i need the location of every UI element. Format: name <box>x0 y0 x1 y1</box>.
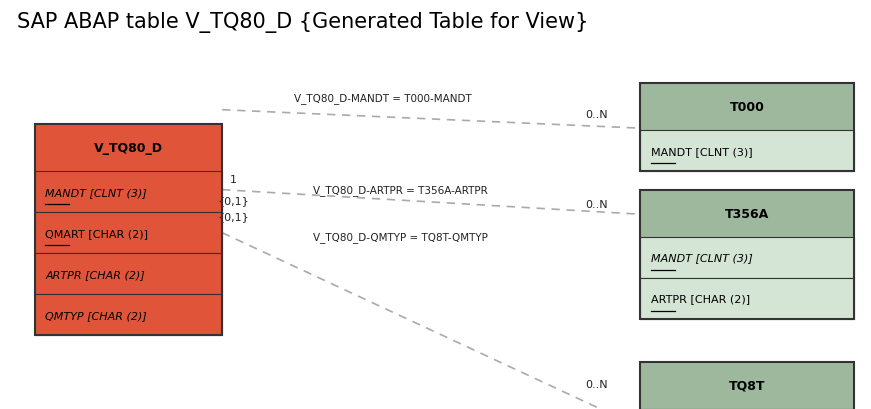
Text: V_TQ80_D-ARTPR = T356A-ARTPR: V_TQ80_D-ARTPR = T356A-ARTPR <box>314 185 488 196</box>
Text: ARTPR [CHAR (2)]: ARTPR [CHAR (2)] <box>45 269 145 279</box>
Text: 0..N: 0..N <box>585 110 608 119</box>
Bar <box>640 190 854 237</box>
Text: MANDT [CLNT (3)]: MANDT [CLNT (3)] <box>651 253 753 263</box>
Bar <box>640 362 854 409</box>
Text: T000: T000 <box>729 101 765 114</box>
Text: V_TQ80_D: V_TQ80_D <box>94 142 163 155</box>
Text: V_TQ80_D-QMTYP = TQ8T-QMTYP: V_TQ80_D-QMTYP = TQ8T-QMTYP <box>314 232 488 243</box>
Bar <box>640 362 854 409</box>
Text: 0..N: 0..N <box>585 380 608 389</box>
Text: {0,1}: {0,1} <box>218 196 249 205</box>
Text: SAP ABAP table V_TQ80_D {Generated Table for View}: SAP ABAP table V_TQ80_D {Generated Table… <box>17 12 589 33</box>
Bar <box>35 125 222 172</box>
Bar <box>35 125 222 335</box>
Bar <box>640 84 854 172</box>
Text: 1: 1 <box>230 175 237 185</box>
Bar <box>35 294 222 335</box>
Bar <box>35 172 222 213</box>
Bar <box>640 131 854 172</box>
Text: MANDT [CLNT (3)]: MANDT [CLNT (3)] <box>45 187 147 197</box>
Bar <box>640 278 854 319</box>
Bar <box>640 190 854 319</box>
Text: ARTPR [CHAR (2)]: ARTPR [CHAR (2)] <box>651 294 750 303</box>
Text: QMTYP [CHAR (2)]: QMTYP [CHAR (2)] <box>45 310 147 320</box>
Bar <box>640 84 854 131</box>
Text: TQ8T: TQ8T <box>729 379 765 392</box>
Text: {0,1}: {0,1} <box>218 212 249 222</box>
Text: T356A: T356A <box>725 207 769 220</box>
Bar <box>640 237 854 278</box>
Text: MANDT [CLNT (3)]: MANDT [CLNT (3)] <box>651 146 753 156</box>
Text: V_TQ80_D-MANDT = T000-MANDT: V_TQ80_D-MANDT = T000-MANDT <box>294 93 472 103</box>
Bar <box>35 254 222 294</box>
Bar <box>35 213 222 254</box>
Text: 0..N: 0..N <box>585 200 608 209</box>
Text: QMART [CHAR (2)]: QMART [CHAR (2)] <box>45 228 148 238</box>
